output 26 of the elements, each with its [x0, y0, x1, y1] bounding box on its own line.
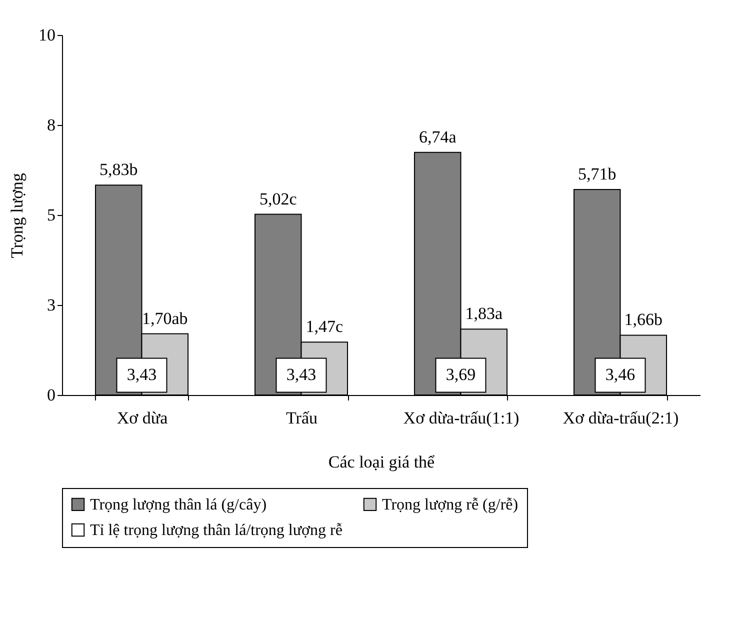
y-axis-title: Trọng lượng: [8, 172, 26, 258]
y-tick-label: 0: [47, 386, 56, 404]
annotation: 3,46: [605, 365, 636, 384]
annotation: 3,43: [286, 365, 316, 384]
annotation: 3,43: [126, 365, 157, 384]
data-label: 5,83b: [99, 160, 138, 180]
annotation: 3,69: [446, 365, 476, 384]
y-tick-label: 3: [47, 296, 56, 314]
data-label: 5,02c: [259, 189, 298, 208]
data-label: 6,74a: [418, 127, 457, 146]
y-tick-label: 5: [47, 206, 56, 224]
x-tick-label: Trấu: [286, 408, 318, 428]
data-label: 1,70ab: [142, 308, 188, 328]
y-tick-label: 10: [38, 26, 56, 44]
data-label: 5,71b: [578, 164, 616, 184]
x-tick-label: Xơ dừa: [116, 408, 168, 428]
data-label: 1,47c: [306, 317, 344, 336]
x-tick-label: Xơ dừa-trấu(1:1): [403, 408, 520, 428]
y-tick-label: 8: [47, 116, 56, 134]
x-tick-label: Xơ dừa-trấu(2:1): [562, 408, 679, 428]
legend-label: Trọng lượng thân lá (g/cây): [90, 496, 267, 514]
legend-label: Trọng lượng rễ (g/rễ): [382, 496, 518, 514]
x-axis-title: Các loại giá thể: [328, 452, 436, 472]
legend-label: Tỉ lệ trọng lượng thân lá/trọng lượng rễ: [90, 522, 342, 539]
data-label: 1,66b: [624, 310, 663, 330]
data-label: 1,83a: [465, 304, 503, 324]
